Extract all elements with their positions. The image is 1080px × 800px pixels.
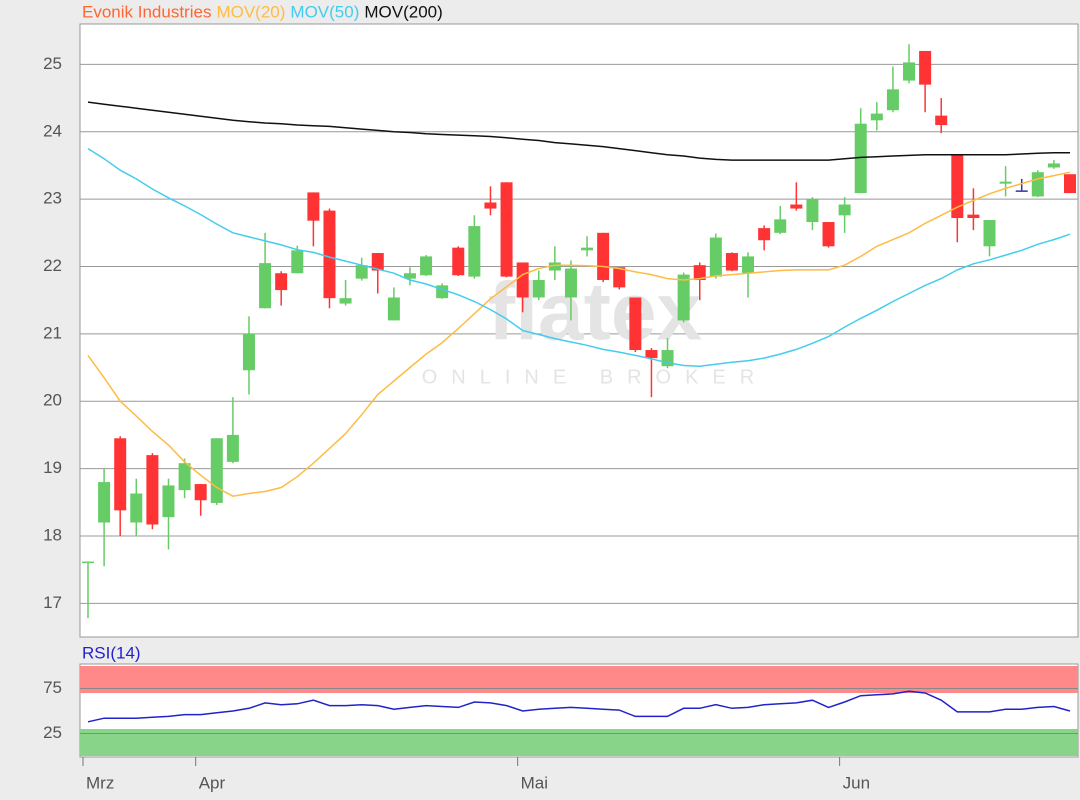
candle-body: [1064, 174, 1076, 194]
legend-entry: MOV(20): [216, 2, 285, 21]
candle-body: [291, 250, 304, 274]
candle-body: [693, 265, 706, 280]
candle-body: [387, 297, 400, 321]
chart-title: Evonik Industries: [82, 2, 211, 21]
candle-body: [629, 297, 642, 351]
candle-body: [597, 232, 610, 280]
candle-body: [677, 274, 690, 321]
candle-body: [500, 182, 513, 277]
candle-body: [259, 263, 272, 309]
candle-body: [98, 482, 111, 523]
candle-body: [613, 267, 626, 288]
candle-body: [82, 561, 94, 564]
candle-body: [854, 123, 867, 194]
y-tick-label: 23: [43, 189, 62, 208]
legend-entry: MOV(50): [290, 2, 359, 21]
candle-body: [758, 228, 771, 241]
x-tick-label: Mai: [521, 773, 548, 792]
candle-body: [742, 256, 755, 274]
candle-body: [226, 434, 239, 462]
candle-body: [403, 273, 416, 279]
candle-body: [919, 50, 932, 85]
moving-average-line: [87, 101, 1070, 161]
candle-body: [581, 247, 594, 251]
x-tick-label: Apr: [199, 773, 226, 792]
candle-body: [516, 262, 529, 298]
x-tick-label: Mrz: [86, 773, 114, 792]
candle-body: [242, 333, 255, 371]
y-tick-label: 24: [43, 121, 62, 140]
candle-body: [355, 265, 368, 279]
candle-body: [870, 113, 883, 121]
candle-body: [1047, 163, 1060, 168]
candle-body: [162, 485, 175, 518]
candle-body: [967, 214, 980, 219]
candle-body: [822, 222, 835, 247]
y-tick-label: 17: [43, 593, 62, 612]
candle-body: [725, 253, 738, 271]
candle-body: [339, 298, 352, 304]
y-tick-label: 21: [43, 323, 62, 342]
watermark-tagline: ONLINE BROKER: [422, 366, 768, 388]
candle-body: [468, 226, 481, 277]
y-tick-label: 22: [43, 256, 62, 275]
candle-body: [774, 219, 787, 233]
candle-body: [307, 192, 320, 221]
candle-body: [484, 202, 497, 209]
candle-body: [210, 438, 223, 503]
candle-body: [935, 115, 948, 126]
candle-body: [806, 199, 819, 223]
candle-body: [983, 220, 996, 247]
candle-body: [130, 493, 143, 523]
candle-body: [371, 253, 384, 271]
candle-body: [323, 210, 336, 299]
candle-body: [178, 463, 191, 491]
y-tick-label: 18: [43, 525, 62, 544]
x-tick-label: Jun: [843, 773, 870, 792]
legend-entry: MOV(200): [364, 2, 442, 21]
moving-average-line: [87, 147, 1071, 367]
candle-body: [146, 455, 159, 525]
candle-body: [838, 204, 851, 216]
candle-body: [886, 89, 899, 111]
candle-body: [903, 62, 916, 81]
candle-body: [532, 279, 545, 298]
moving-average-line: [87, 171, 1071, 497]
candle-body: [548, 262, 561, 271]
y-tick-label: 19: [43, 458, 62, 477]
candle-body: [790, 204, 803, 209]
candle-body: [114, 438, 127, 511]
candle-body: [1015, 190, 1028, 192]
candle-body: [420, 256, 433, 276]
candle-body: [951, 155, 964, 219]
candle-body: [452, 247, 465, 276]
candle-body: [645, 350, 658, 359]
candle-body: [194, 484, 207, 501]
y-tick-label: 25: [43, 723, 62, 742]
candle-body: [999, 181, 1012, 184]
y-tick-label: 75: [43, 678, 62, 697]
rsi-title: RSI(14): [82, 643, 141, 662]
y-tick-label: 20: [43, 391, 62, 410]
plot-area: [79, 23, 1079, 638]
candle-body: [564, 268, 577, 298]
candle-body: [275, 273, 288, 291]
y-tick-label: 25: [43, 54, 62, 73]
candle-body: [1031, 172, 1044, 197]
candle-body: [709, 237, 722, 277]
rsi-line: [87, 690, 1071, 723]
